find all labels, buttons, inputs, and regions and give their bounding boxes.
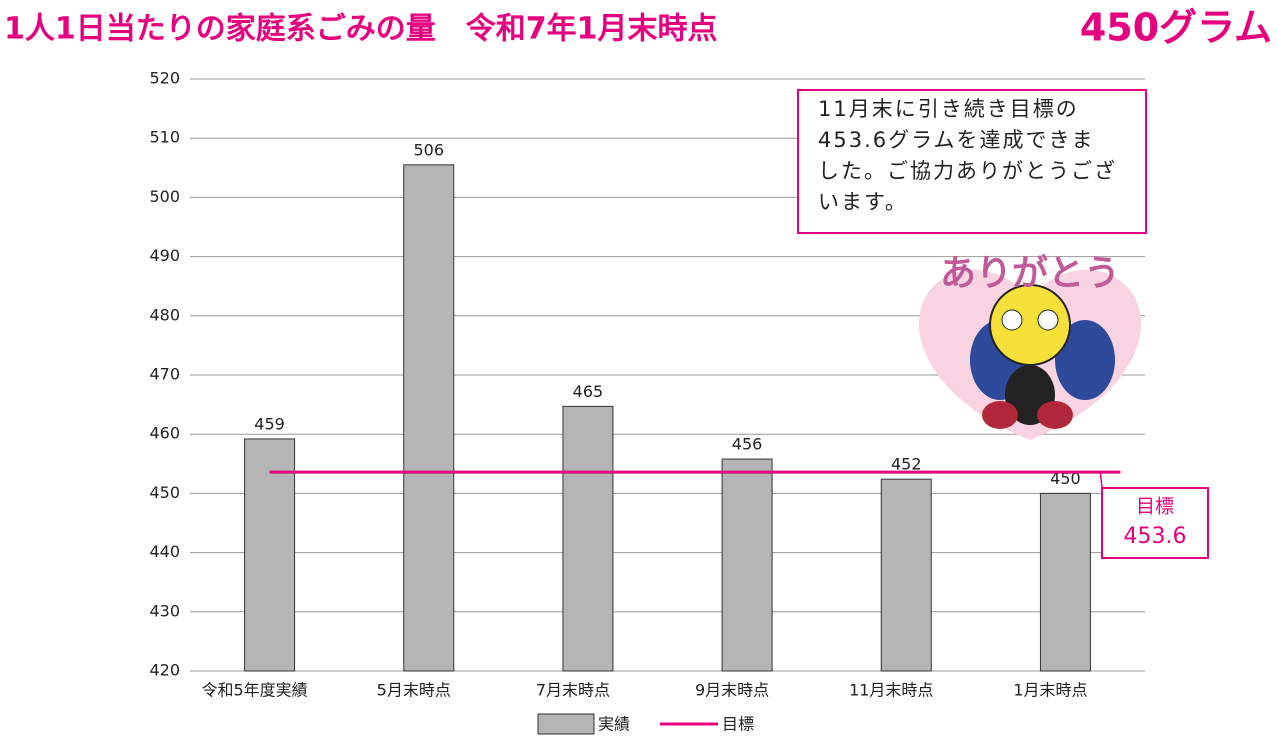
annotation-line: 453.6グラムを達成できま: [818, 128, 1095, 152]
x-tick-label: 7月末時点: [536, 681, 610, 700]
bar: [403, 164, 455, 672]
y-tick-label: 500: [149, 187, 180, 206]
value-label: 450: [1050, 469, 1081, 488]
foot: [982, 401, 1018, 429]
chart-title: 1人1日当たりの家庭系ごみの量 令和7年1月末時点: [4, 12, 718, 47]
y-tick-label: 490: [149, 246, 180, 265]
eye: [1001, 309, 1023, 331]
y-tick-label: 440: [149, 542, 180, 561]
annotation-line: 11月末に引き続き目標の: [818, 97, 1079, 121]
value-label: 456: [732, 435, 763, 454]
value-label: 465: [573, 382, 604, 401]
wing: [1055, 320, 1115, 400]
annotation-line: います。: [818, 190, 908, 214]
y-tick-label: 510: [149, 128, 180, 147]
y-tick-label: 420: [149, 661, 180, 680]
y-tick-label: 460: [149, 424, 180, 443]
legend-label: 実績: [598, 715, 630, 734]
x-tick-label: 5月末時点: [377, 681, 451, 700]
annotation-box: [797, 89, 1147, 234]
foot: [1037, 401, 1073, 429]
y-tick-label: 520: [149, 69, 180, 88]
x-tick-label: 11月末時点: [849, 681, 933, 700]
x-tick-label: 1月末時点: [1013, 681, 1087, 700]
bar: [244, 438, 296, 672]
legend-swatch: [537, 713, 595, 735]
callout-pointer: [1099, 472, 1103, 489]
eye: [1037, 309, 1059, 331]
bar: [1039, 492, 1091, 672]
bar: [721, 458, 773, 672]
mascot: ありがとう: [918, 253, 1142, 440]
y-tick-label: 480: [149, 305, 180, 324]
value-label: 506: [413, 140, 444, 159]
chart-subtitle: 450グラム: [1080, 6, 1272, 50]
y-tick-label: 430: [149, 601, 180, 620]
bar: [880, 478, 932, 672]
head: [989, 284, 1071, 366]
y-tick-label: 450: [149, 483, 180, 502]
value-label: 459: [254, 414, 285, 433]
value-label: 452: [891, 455, 922, 474]
target-name: 目標: [1136, 496, 1174, 518]
target-value: 453.6: [1124, 524, 1187, 549]
x-tick-label: 令和5年度実績: [201, 681, 307, 700]
annotation-line: した。ご協力ありがとうござ: [818, 159, 1117, 183]
bar: [562, 405, 614, 672]
legend-label: 目標: [722, 715, 754, 734]
mascot-text: ありがとう: [940, 253, 1120, 294]
y-tick-label: 470: [149, 365, 180, 384]
x-tick-label: 9月末時点: [695, 681, 769, 700]
target-box: [1101, 487, 1209, 559]
